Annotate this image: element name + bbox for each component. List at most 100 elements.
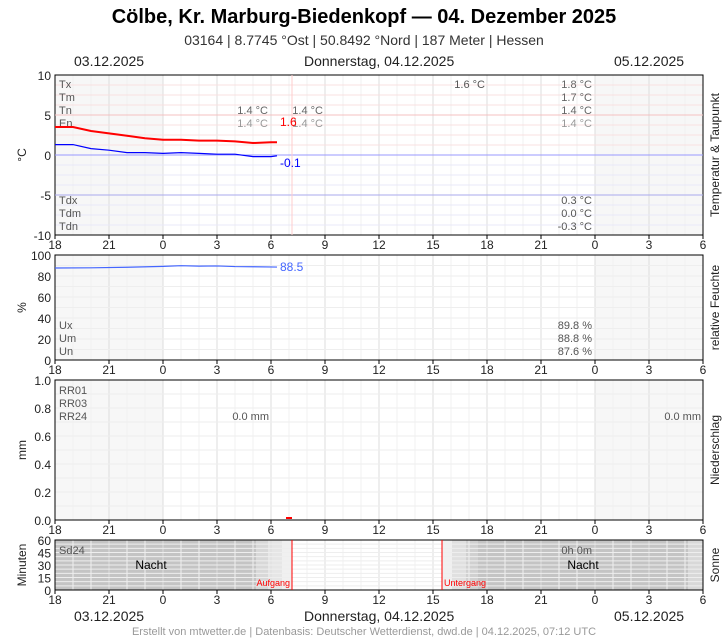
sunrise-label: Aufgang: [256, 578, 290, 588]
stat-value: 0.0 °C: [561, 208, 592, 220]
x-tick-label: 21: [102, 238, 116, 252]
stat-value: 1.6 °C: [454, 79, 485, 91]
x-tick-label: 0: [160, 238, 167, 252]
x-tick-label: 21: [534, 593, 548, 607]
night-label: Nacht: [567, 558, 599, 572]
x-tick-label: 18: [480, 363, 494, 377]
x-tick-label: 18: [48, 363, 62, 377]
stat-label: Un: [59, 346, 73, 358]
last-value-label: -0.1: [280, 156, 301, 170]
y-tick-label: 45: [38, 547, 52, 561]
y-tick-label: 15: [38, 572, 52, 586]
stat-label: Sd24: [59, 545, 85, 557]
x-tick-label: 15: [426, 238, 440, 252]
date-center-bottom: Donnerstag, 04.12.2025: [304, 608, 455, 624]
panel-title: relative Feuchte: [708, 264, 722, 350]
y-tick-label: 0.0: [34, 514, 51, 528]
x-tick-label: 0: [160, 363, 167, 377]
y-tick-label: 0.2: [34, 486, 51, 500]
x-tick-label: 3: [214, 238, 221, 252]
night-label: Nacht: [135, 558, 167, 572]
y-tick-label: 0: [44, 584, 51, 598]
x-tick-label: 6: [700, 238, 707, 252]
x-tick-label: 18: [480, 523, 494, 537]
x-tick-label: 0: [160, 523, 167, 537]
stat-value: 1.4 °C: [561, 118, 592, 130]
date-left-bottom: 03.12.2025: [74, 608, 145, 624]
date-left-top: 03.12.2025: [74, 53, 145, 69]
x-tick-label: 9: [322, 593, 329, 607]
stat-label: RR03: [59, 398, 87, 410]
stat-label: Tdm: [59, 208, 81, 220]
x-tick-label: 3: [646, 238, 653, 252]
humidity-line: [54, 265, 278, 269]
x-tick-label: 9: [322, 238, 329, 252]
stat-value: 0.3 °C: [561, 195, 592, 207]
stat-value: 89.8 %: [558, 320, 592, 332]
x-tick-label: 12: [372, 238, 386, 252]
x-tick-label: 21: [102, 593, 116, 607]
x-tick-label: 18: [48, 593, 62, 607]
x-tick-label: 3: [646, 363, 653, 377]
y-tick-label: 0.6: [34, 430, 51, 444]
x-tick-label: 21: [534, 238, 548, 252]
last-value-label: 88.5: [280, 260, 304, 274]
y-axis-label: Minuten: [15, 544, 29, 587]
x-tick-label: 6: [700, 363, 707, 377]
y-tick-label: 20: [38, 333, 52, 347]
x-tick-label: 18: [48, 523, 62, 537]
date-right-top: 05.12.2025: [614, 53, 685, 69]
last-value-label: 1.6: [280, 115, 297, 129]
x-tick-label: 9: [322, 363, 329, 377]
y-tick-label: 0: [44, 354, 51, 368]
y-axis-label: mm: [15, 440, 29, 460]
stat-label: Um: [59, 333, 76, 345]
x-tick-label: 0: [160, 593, 167, 607]
x-tick-label: 12: [372, 593, 386, 607]
y-tick-label: 0.8: [34, 402, 51, 416]
x-tick-label: 3: [214, 523, 221, 537]
x-tick-label: 21: [102, 363, 116, 377]
x-tick-label: 6: [268, 363, 275, 377]
plot-frame: [54, 379, 704, 521]
stat-label: Tx: [59, 79, 72, 91]
x-tick-label: 6: [268, 593, 275, 607]
x-tick-label: 0: [592, 238, 599, 252]
x-tick-label: 18: [480, 238, 494, 252]
x-tick-label: 6: [700, 593, 707, 607]
date-right-bottom: 05.12.2025: [614, 608, 685, 624]
stat-value: 0h 0m: [561, 545, 592, 557]
stat-value: 1.4 °C: [237, 118, 268, 130]
y-axis-label: °C: [15, 148, 29, 162]
stat-value: 1.8 °C: [561, 79, 592, 91]
footer-credits: Erstellt von mtwetter.de | Datenbasis: D…: [131, 626, 597, 638]
x-tick-label: 3: [214, 363, 221, 377]
y-tick-label: -10: [34, 229, 52, 243]
y-tick-label: 10: [38, 69, 52, 83]
series-line-taupunkt: [55, 144, 278, 158]
x-tick-label: 21: [102, 523, 116, 537]
stat-label: En: [59, 118, 72, 130]
stat-label: Tn: [59, 105, 72, 117]
series-line-temperatur: [55, 126, 277, 145]
plot-frame: [54, 539, 704, 591]
x-tick-label: 3: [646, 523, 653, 537]
stat-label: Tdn: [59, 221, 78, 233]
stat-value: 87.6 %: [558, 346, 592, 358]
stat-label: Tdx: [59, 195, 78, 207]
panel-title: Temperatur & Taupunkt: [708, 92, 722, 217]
y-tick-label: -5: [40, 189, 51, 203]
stat-value: 1.4 °C: [237, 105, 268, 117]
rain-mark: [286, 517, 292, 519]
x-tick-label: 18: [48, 238, 62, 252]
y-tick-label: 0: [44, 149, 51, 163]
x-tick-label: 0: [592, 523, 599, 537]
stat-label: RR01: [59, 385, 87, 397]
page-title: Cölbe, Kr. Marburg-Biedenkopf — 04. Deze…: [111, 6, 617, 28]
stat-value: 1.7 °C: [561, 92, 592, 104]
y-tick-label: 0.4: [34, 458, 51, 472]
sunset-label: Untergang: [444, 578, 486, 588]
x-tick-label: 3: [214, 593, 221, 607]
